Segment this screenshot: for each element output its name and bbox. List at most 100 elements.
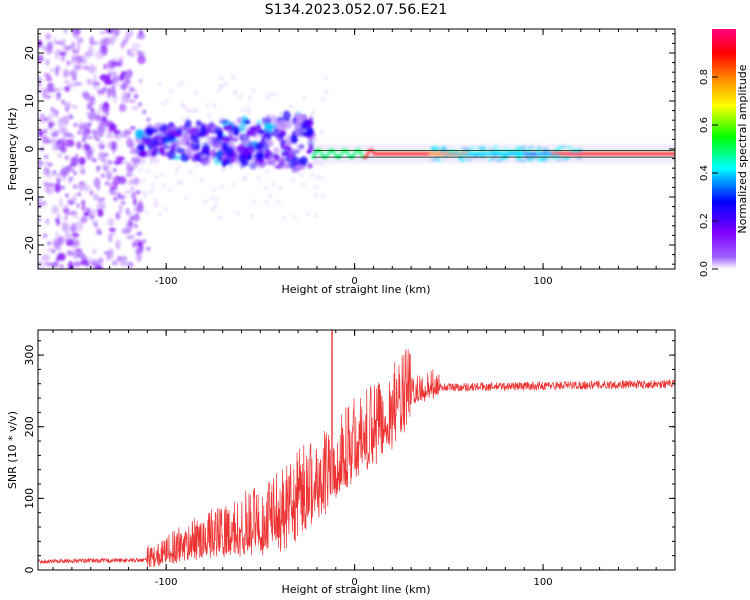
heatmap-cell: [133, 94, 138, 99]
heatmap-cell: [81, 201, 85, 212]
heatmap-cell: [246, 106, 251, 111]
heatmap-cell: [76, 141, 82, 150]
heatmap-cell: [197, 128, 202, 133]
heatmap-cell: [138, 167, 143, 172]
heatmap-cell: [71, 29, 81, 34]
heatmap-cell: [42, 45, 46, 51]
heatmap-cell: [89, 189, 94, 196]
heatmap-cell: [43, 261, 50, 267]
heatmap-cell: [63, 29, 68, 35]
heatmap-cell: [315, 174, 320, 179]
heatmap-cell: [47, 247, 53, 253]
heatmap-cell: [71, 49, 80, 54]
figure-title: S134.2023.052.07.56.E21: [265, 2, 448, 18]
heatmap-cell: [64, 272, 68, 276]
heatmap-cell: [520, 159, 527, 163]
heatmap-cell: [290, 178, 295, 183]
heatmap-cell: [250, 214, 255, 219]
heatmap-cell: [269, 120, 274, 125]
heatmap-cell: [108, 227, 116, 232]
heatmap-cell: [92, 158, 97, 163]
heatmap-cell: [128, 179, 133, 186]
heatmap-cell: [87, 186, 91, 190]
heatmap-cell: [41, 135, 50, 143]
heatmap-cell: [135, 242, 143, 247]
heatmap-cell: [43, 73, 51, 77]
heatmap-cell: [129, 86, 134, 91]
heatmap-cell: [241, 160, 249, 167]
heatmap-cell: [83, 211, 90, 217]
heatmap-cell: [97, 230, 102, 235]
heatmap-cell: [131, 156, 140, 165]
heatmap-cell: [69, 200, 74, 205]
heatmap-cell: [141, 178, 146, 183]
spectrogram-xlabel: Height of straight line (km): [281, 283, 430, 296]
heatmap-cell: [115, 211, 121, 220]
heatmap-cell: [238, 94, 243, 99]
heatmap-cell: [62, 115, 69, 126]
heatmap-cell: [113, 196, 118, 201]
heatmap-cell: [540, 153, 547, 157]
heatmap-cell: [223, 139, 228, 144]
heatmap-cell: [192, 131, 197, 136]
heatmap-cell: [264, 200, 269, 205]
heatmap-cell: [461, 154, 468, 158]
heatmap-cell: [526, 157, 533, 162]
heatmap-cell: [309, 116, 314, 121]
heatmap-cell: [92, 193, 99, 201]
heatmap-cell: [87, 297, 91, 301]
heatmap-cell: [133, 197, 137, 206]
heatmap-cell: [61, 175, 67, 182]
heatmap-cell: [116, 256, 122, 262]
heatmap-cell: [112, 168, 117, 173]
heatmap-cell: [122, 39, 128, 45]
heatmap-cell: [164, 98, 169, 103]
heatmap-cell: [176, 148, 186, 154]
colorbar-tick-label: 0.2: [699, 213, 710, 229]
heatmap-cell: [136, 32, 146, 40]
heatmap-cell: [195, 163, 200, 168]
heatmap-cell: [313, 137, 318, 142]
heatmap-cell: [54, 183, 61, 193]
heatmap-cell: [163, 206, 168, 211]
heatmap-cell: [73, 261, 83, 267]
heatmap-cell: [321, 193, 326, 198]
heatmap-cell: [306, 126, 314, 137]
heatmap-cell: [105, 133, 114, 140]
heatmap-cell: [129, 216, 134, 221]
heatmap-cell: [554, 153, 561, 157]
heatmap-cell: [104, 152, 109, 157]
heatmap-cell: [321, 97, 326, 102]
heatmap-cell: [212, 187, 217, 192]
heatmap-cell: [44, 154, 49, 159]
colorbar: 0.0 0.2 0.4 0.6 0.8 Normalized spectral ampl…: [699, 29, 749, 277]
heatmap-cell: [56, 218, 60, 226]
heatmap-cell: [310, 154, 316, 160]
heatmap-cell: [231, 126, 240, 136]
heatmap-cell: [542, 147, 549, 151]
heatmap-cell: [185, 146, 193, 156]
heatmap-cell: [59, 196, 63, 208]
heatmap-cell: [210, 207, 215, 212]
heatmap-cell: [60, 185, 65, 190]
snr-xlabel: Height of straight line (km): [281, 583, 430, 596]
heatmap-cell: [72, 184, 77, 189]
heatmap-cell: [183, 195, 188, 200]
heatmap-cell: [176, 180, 181, 185]
heatmap-cell: [154, 174, 159, 179]
spectrogram-heatmap: [38, 29, 675, 301]
heatmap-cell: [146, 246, 151, 251]
heatmap-cell: [84, 142, 89, 147]
heatmap-cell: [231, 75, 236, 80]
heatmap-cell: [115, 239, 121, 250]
heatmap-cell: [295, 143, 303, 152]
heatmap-cell: [119, 203, 123, 215]
heatmap-cell: [71, 232, 80, 238]
heatmap-cell: [319, 130, 324, 135]
heatmap-cell: [132, 42, 140, 52]
snr-frame: [37, 329, 676, 571]
spectrogram-xtick-label: 0: [351, 276, 357, 287]
colorbar-label: Normalized spectral amplitude: [736, 64, 749, 233]
heatmap-cell: [72, 287, 76, 291]
